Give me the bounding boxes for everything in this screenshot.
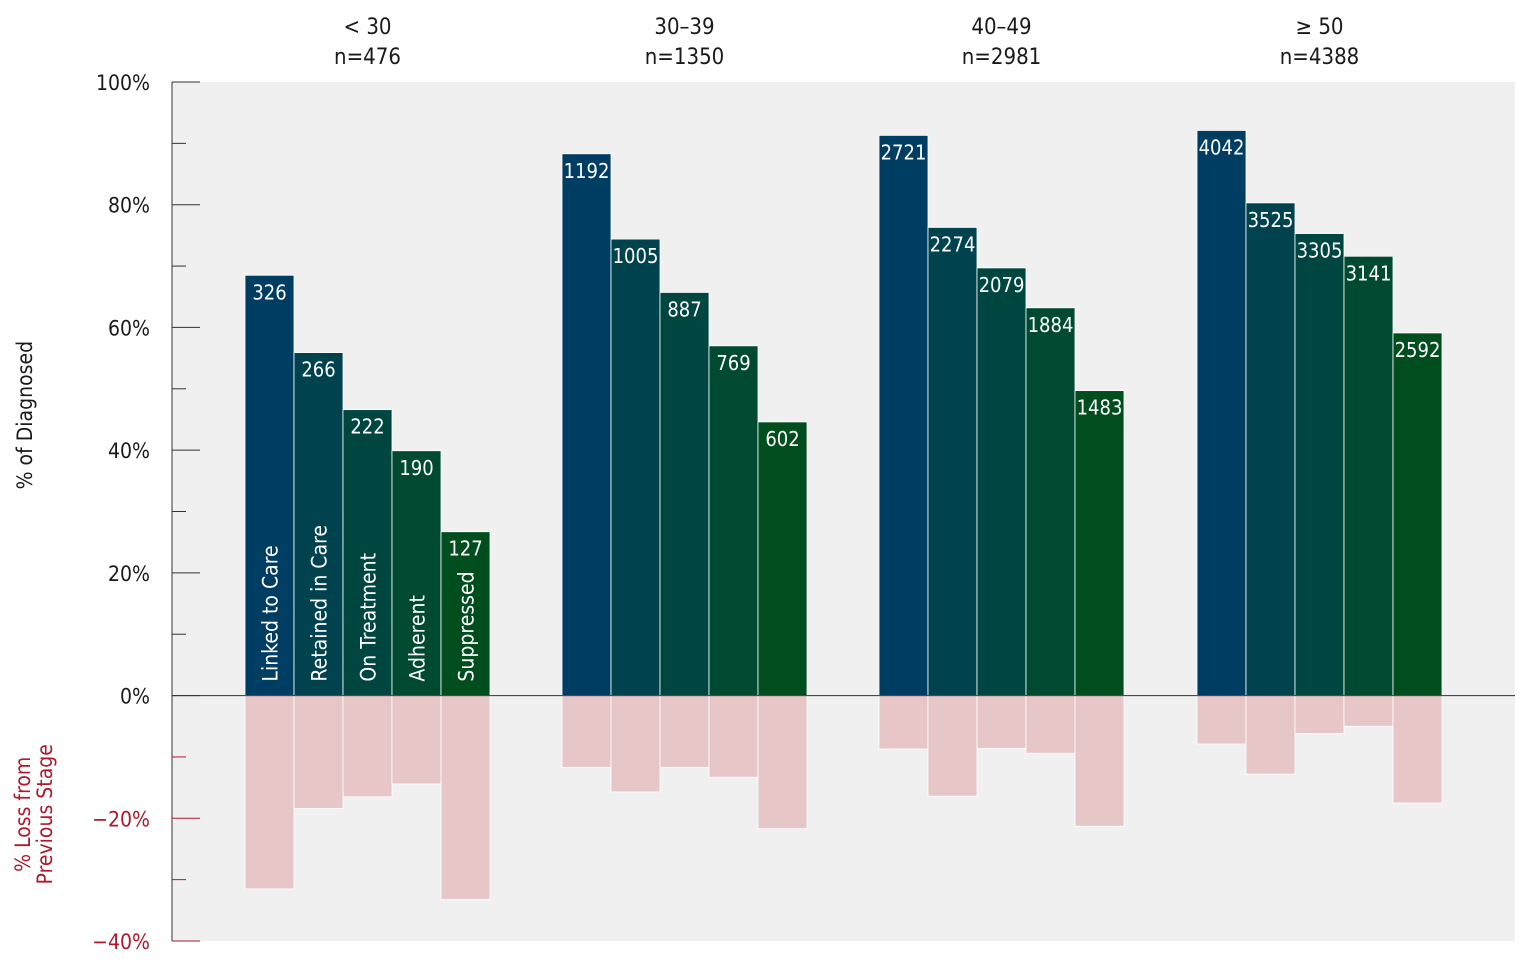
loss-bar [927,695,978,797]
bar-value-label: 2079 [979,273,1025,297]
loss-bar [1392,695,1443,804]
loss-bar [561,695,612,768]
bar [1294,233,1345,696]
stage-label: Linked to Care [259,545,283,681]
y-tick-label: 20% [108,562,150,586]
bar-value-label: 326 [252,280,286,304]
bar-value-label: 4042 [1199,135,1245,159]
bar [878,134,929,696]
group-n-label: n=2981 [962,45,1042,70]
group-n-label: n=476 [334,45,401,70]
bar-value-label: 222 [350,415,384,439]
loss-bar [244,695,295,890]
bar-value-label: 1192 [564,159,610,183]
loss-bar [878,695,929,750]
bar [757,421,808,696]
y-tick-label: −20% [92,807,150,831]
bar [561,153,612,696]
bar [610,238,661,696]
loss-bar [1074,695,1125,827]
bar-value-label: 2592 [1395,338,1441,362]
loss-bar [293,695,344,809]
loss-bar [976,695,1027,749]
bar [244,274,295,696]
stage-label: On Treatment [357,553,381,682]
y-tick-label: 80% [108,194,150,218]
bar-value-label: 1483 [1077,396,1123,420]
bar-value-label: 602 [765,427,799,451]
bar [1392,332,1443,696]
bar [708,345,759,696]
bar [1074,390,1125,696]
loss-bar [391,695,442,785]
bar-value-label: 3141 [1346,261,1392,285]
y-tick-label: 60% [108,316,150,340]
y-axis-loss-title-line: % Loss from [11,757,35,872]
y-tick-label: 100% [96,71,150,95]
bar [293,352,344,696]
y-axis-title: % of Diagnosed [13,341,37,490]
stage-label: Retained in Care [308,525,332,682]
y-axis-loss-title-line: Previous Stage [33,744,57,884]
loss-bar [342,695,393,798]
group-label: ≥ 50 [1295,15,1343,40]
bar-value-label: 3525 [1248,208,1294,232]
bar [659,292,710,696]
loss-bar [708,695,759,778]
bar-value-label: 190 [399,456,433,480]
loss-bar [440,695,491,900]
loss-bar [610,695,661,793]
bar [342,409,393,696]
bar-value-label: 266 [301,358,335,382]
loss-bar [659,695,710,768]
stage-label: Adherent [406,595,430,681]
bar [1245,202,1296,696]
bar [1343,255,1394,696]
loss-bar [1294,695,1345,735]
bar [391,450,442,696]
group-label: 40–49 [971,15,1031,40]
y-tick-label: 0% [120,685,150,709]
loss-bar [1196,695,1247,745]
loss-bar [1025,695,1076,754]
bar-value-label: 769 [716,351,750,375]
loss-bar [1343,695,1394,727]
bar [927,227,978,696]
bar-value-label: 2721 [881,140,927,164]
bar [1025,307,1076,696]
group-n-label: n=4388 [1280,45,1360,70]
bar [1196,130,1247,696]
bar-value-label: 1005 [613,244,659,268]
y-axis-loss-title: % Loss fromPrevious Stage [11,744,57,884]
bar-value-label: 887 [667,297,701,321]
group-n-label: n=1350 [645,45,725,70]
group-label: 30–39 [654,15,714,40]
loss-bar [757,695,808,830]
y-tick-label: 40% [108,439,150,463]
group-label: < 30 [343,15,391,40]
bar [976,267,1027,696]
bar [440,531,491,696]
bar-value-label: 2274 [930,232,976,256]
bar-value-label: 1884 [1028,313,1074,337]
bar-value-label: 3305 [1297,239,1343,263]
bar-value-label: 127 [448,537,482,561]
stage-label: Suppressed [455,571,479,681]
y-tick-label: −40% [92,930,150,954]
loss-bar [1245,695,1296,775]
